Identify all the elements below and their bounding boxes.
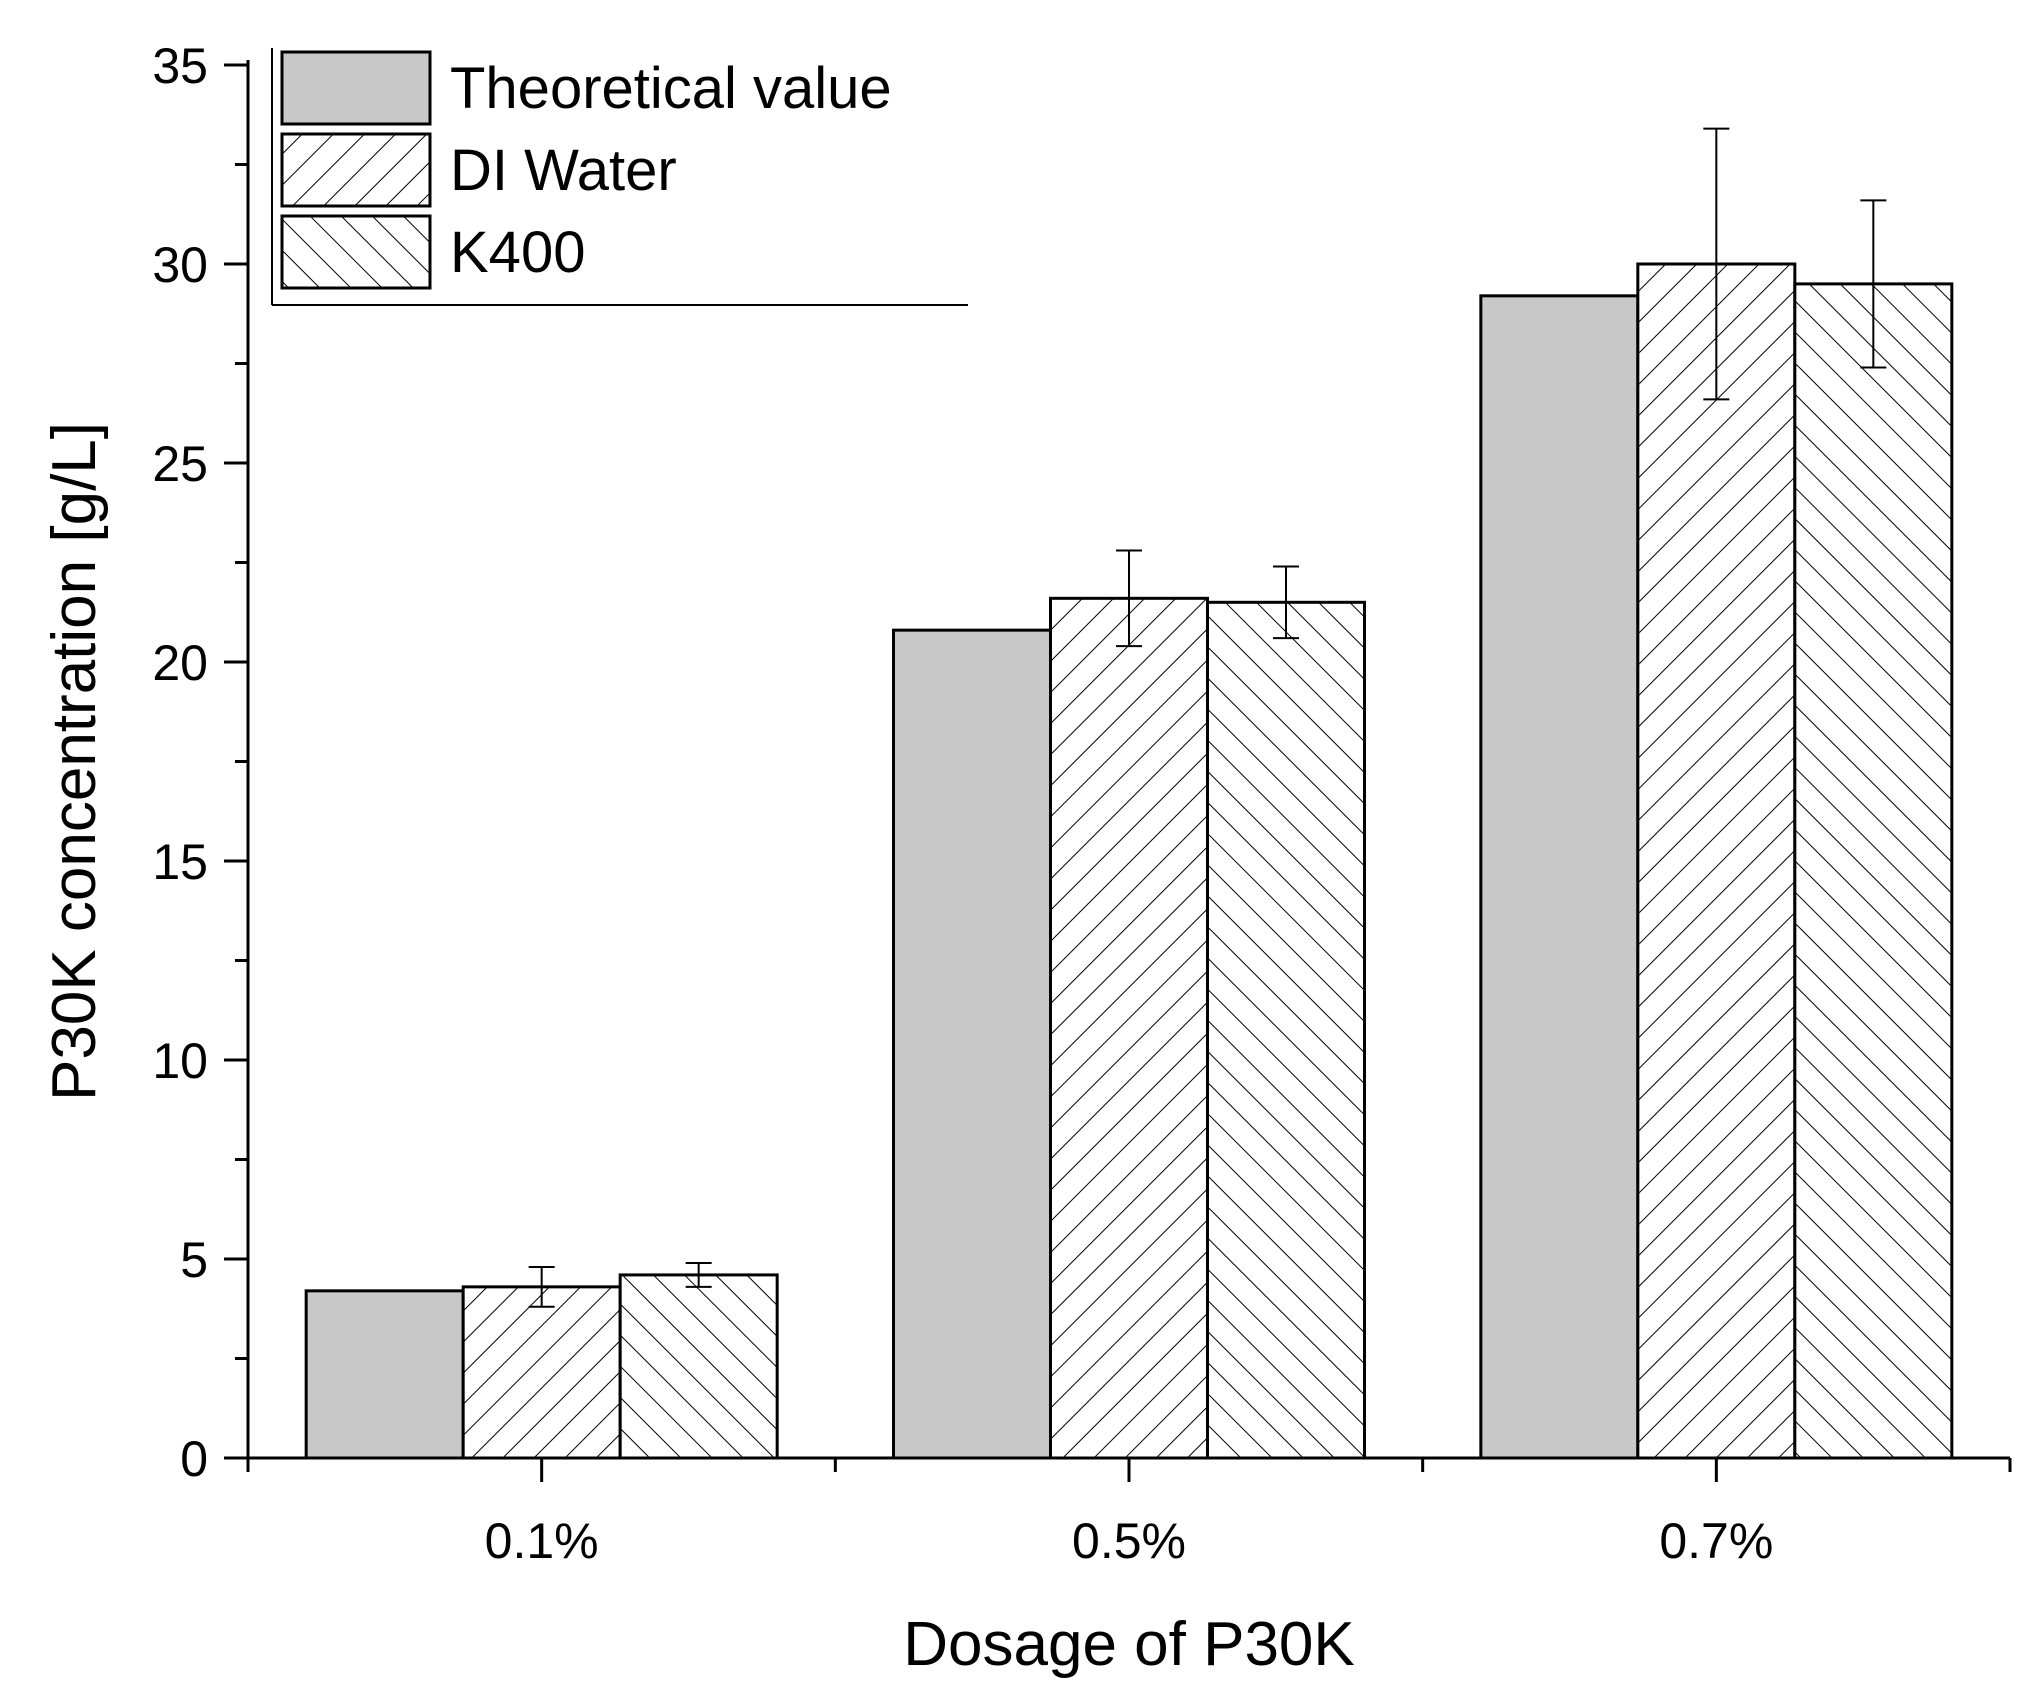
y-tick-label: 10 [152,1033,208,1089]
error-bar-di-water-2 [1703,127,1730,401]
error-bars-layer [528,127,1887,1308]
legend-swatch [280,50,432,126]
bar-k400-2 [1793,282,1954,1460]
error-bar-di-water-1 [1116,549,1142,648]
legend-label: K400 [450,220,585,285]
x-axis-ticks: 0.1% 0.5% 0.7% [246,1458,2012,1569]
bar-k400-1 [1206,600,1366,1460]
x-axis-label: Dosage of P30K [903,1610,1355,1679]
legend: Theoretical value DI Water K400 [271,48,968,306]
bar-di-water-2 [1636,262,1797,1460]
legend-swatch [280,132,432,208]
y-tick-label: 20 [152,635,208,691]
y-tick-label: 30 [152,237,208,293]
legend-swatch [280,214,432,290]
y-tick-label: 5 [180,1232,208,1288]
bars-layer [304,262,1954,1460]
x-tick-label: 0.7% [1659,1513,1773,1569]
legend-label: Theoretical value [450,56,892,121]
legend-label: DI Water [450,138,677,203]
x-tick-label: 0.1% [485,1513,599,1569]
x-axis: 0.1% 0.5% 0.7% [246,1456,2012,1569]
error-bar-k400-0 [685,1261,712,1288]
y-tick-label: 25 [152,436,208,492]
y-tick-label: 0 [180,1431,208,1487]
bar-di-water-1 [1049,596,1209,1460]
y-axis-label: P30K concentration [g/L] [40,422,109,1101]
bar-theoretical-value-2 [1479,294,1640,1460]
bar-theoretical-value-1 [892,628,1052,1460]
bar-k400-0 [618,1273,779,1460]
y-tick-label: 15 [152,834,208,890]
error-bar-di-water-0 [528,1265,555,1308]
y-axis: 0 5 10 15 20 25 30 35 [152,38,250,1487]
bar-di-water-0 [461,1285,622,1460]
bar-theoretical-value-0 [304,1289,465,1460]
x-tick-label: 0.5% [1072,1513,1186,1569]
y-axis-ticks: 0 5 10 15 20 25 30 35 [152,38,248,1487]
y-tick-label: 35 [152,38,208,94]
error-bar-k400-2 [1860,199,1887,369]
error-bar-k400-1 [1273,565,1299,640]
